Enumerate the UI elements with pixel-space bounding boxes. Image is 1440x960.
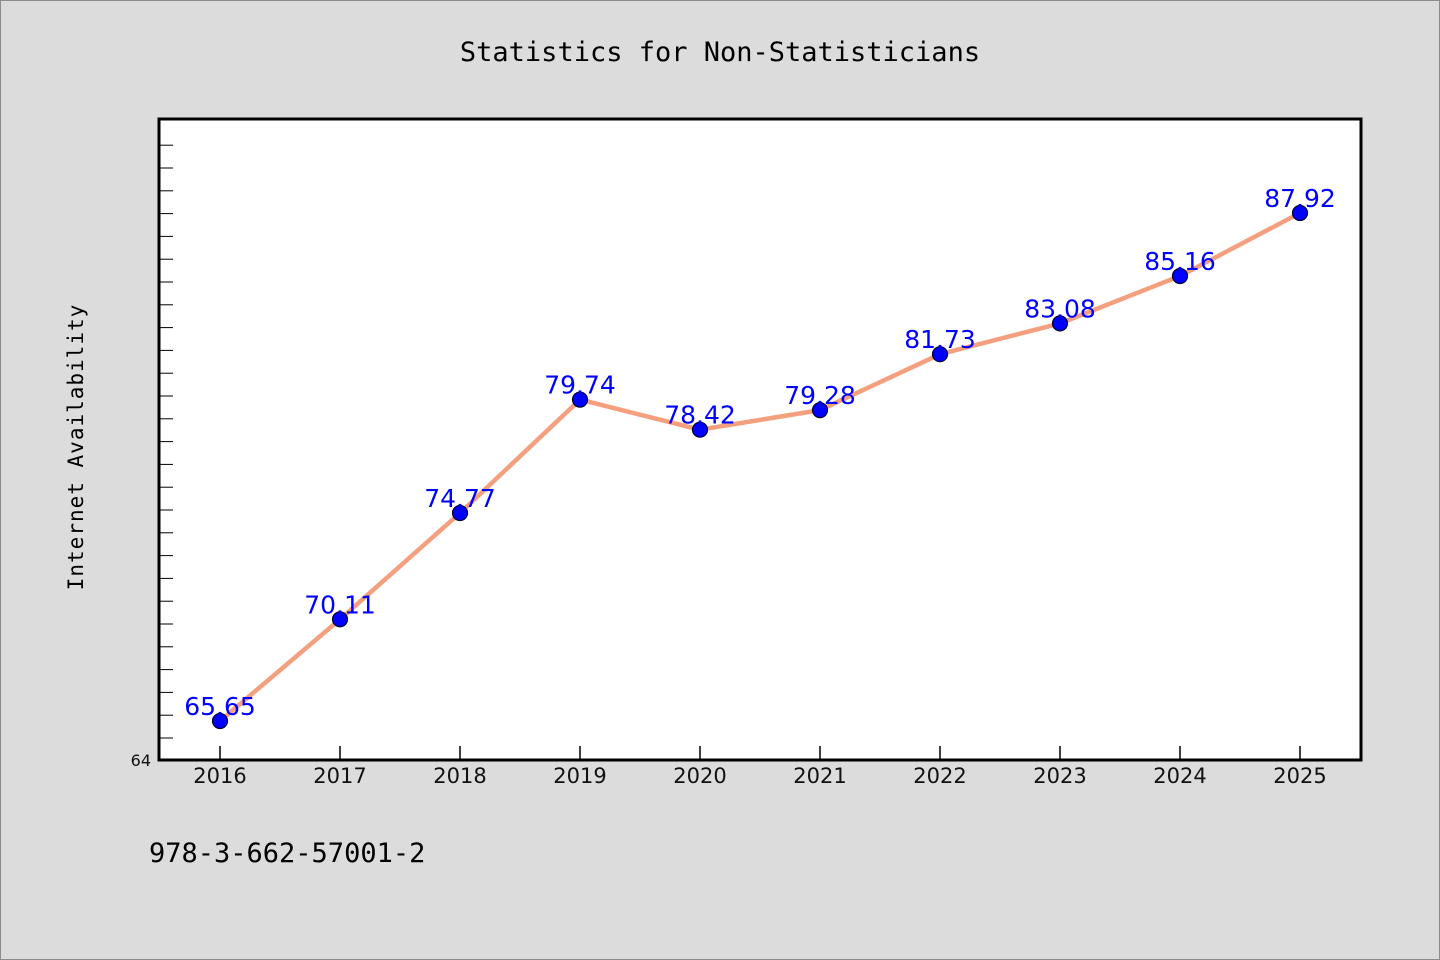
data-label: 81.73 [904, 325, 976, 354]
series-layer [211, 204, 1309, 730]
data-point [1171, 267, 1189, 285]
x-tick-label: 2018 [433, 764, 486, 788]
x-tick-label: 2021 [793, 764, 846, 788]
data-point [811, 402, 829, 419]
x-tick-label: 2025 [1273, 764, 1326, 788]
data-point [691, 421, 709, 438]
x-tick-label: 2019 [553, 764, 606, 788]
data-point [1051, 315, 1069, 332]
data-point [931, 346, 949, 363]
data-label: 65.65 [184, 692, 256, 721]
data-point [1291, 204, 1309, 222]
x-tick-label: 2020 [673, 764, 726, 788]
y-axis-label: Internet Availability [64, 304, 88, 591]
chart-title: Statistics for Non-Statisticians [460, 37, 980, 68]
x-axis-ticks: 2016 2017 2018 2019 2020 2021 2022 2023 2024 2025 [193, 746, 1327, 788]
data-label: 74.77 [424, 484, 496, 513]
data-point [211, 712, 229, 730]
y-axis-minor-ticks [159, 144, 173, 739]
data-label: 87.92 [1264, 184, 1336, 213]
data-label: 85.16 [1144, 247, 1216, 276]
series-line [217, 210, 1303, 724]
data-label: 79.28 [784, 381, 856, 410]
data-labels-layer: 65.65 70.11 74.77 79.74 78.42 79.28 81.73 83.08… [184, 184, 1336, 721]
data-label: 79.74 [544, 371, 616, 400]
data-point [451, 504, 469, 522]
data-label: 70.11 [304, 590, 376, 619]
plot-area [157, 117, 1363, 762]
data-point [571, 391, 589, 408]
data-label: 83.08 [1024, 294, 1096, 323]
isbn-footer: 978-3-662-57001-2 [149, 838, 425, 869]
y-axis-min-label: 64 [131, 751, 151, 770]
x-tick-label: 2023 [1033, 764, 1086, 788]
data-label: 78.42 [664, 401, 736, 430]
data-point [331, 611, 349, 628]
x-tick-label: 2022 [913, 764, 966, 788]
x-tick-label: 2024 [1153, 764, 1206, 788]
x-tick-label: 2016 [193, 764, 246, 788]
x-tick-label: 2017 [313, 764, 366, 788]
